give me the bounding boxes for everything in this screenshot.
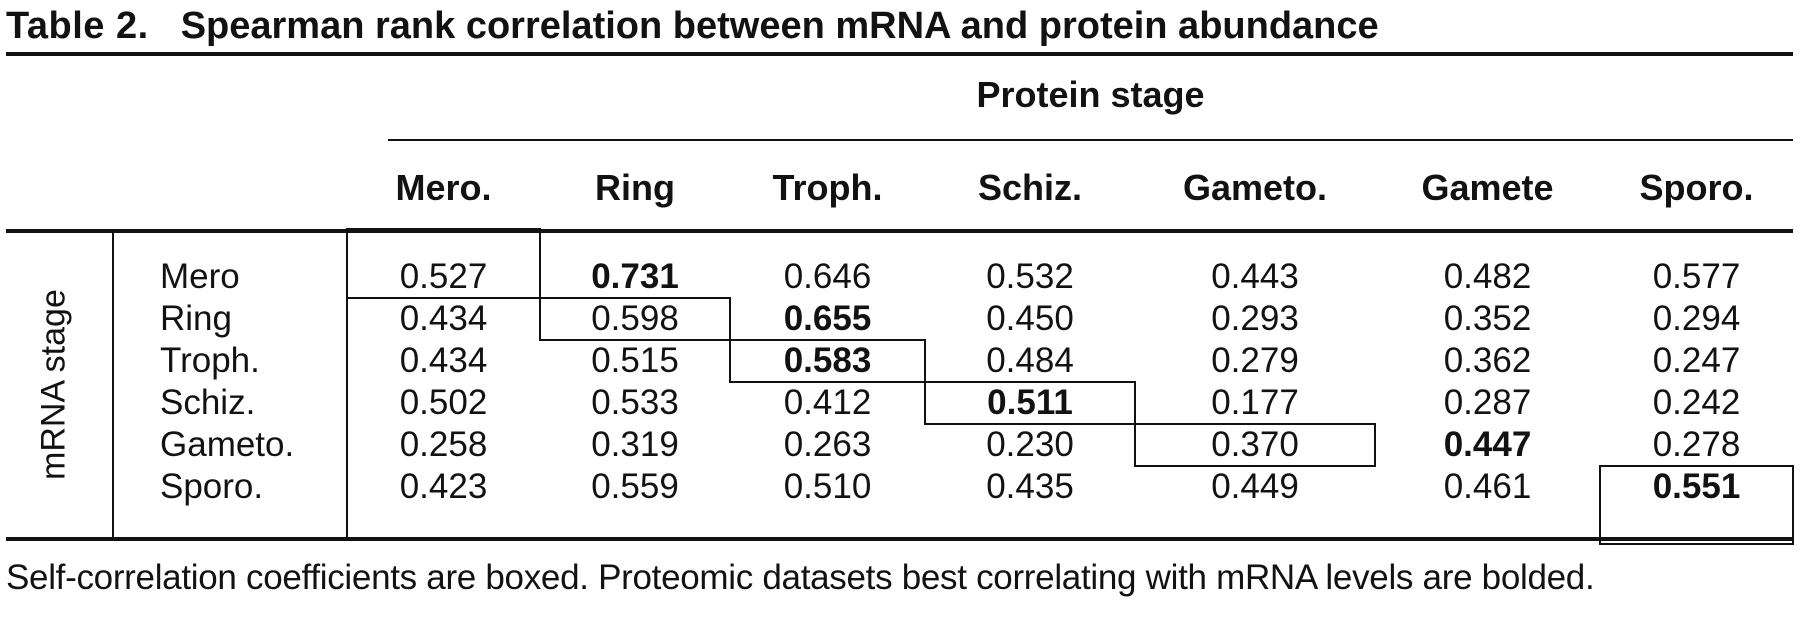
data-cell: 0.370 <box>1211 425 1299 464</box>
data-cell: 0.646 <box>783 257 872 296</box>
data-cell: 0.533 <box>591 383 679 422</box>
data-cell: 0.731 <box>591 257 679 296</box>
self-correlation-box <box>1599 465 1794 545</box>
data-cell: 0.434 <box>399 341 488 380</box>
data-cell: 0.293 <box>1211 299 1299 338</box>
column-header-gameto: Gameto. <box>1182 167 1328 208</box>
data-cell: 0.434 <box>399 299 488 338</box>
protein-stage-group-header: Protein stage <box>976 74 1205 115</box>
data-cell: 0.583 <box>783 341 872 380</box>
data-area-divider-line <box>346 229 348 541</box>
data-cell: 0.287 <box>1443 383 1532 422</box>
data-cell: 0.443 <box>1211 257 1299 296</box>
data-cell: 0.177 <box>1211 383 1299 422</box>
table-caption: Table 2. Spearman rank correlation betwee… <box>6 5 1379 48</box>
caption-rule <box>6 52 1793 56</box>
data-cell: 0.502 <box>399 383 488 422</box>
data-cell: 0.230 <box>986 425 1074 464</box>
table-title: Spearman rank correlation between mRNA a… <box>180 5 1379 47</box>
table-number: Table 2. <box>6 5 149 47</box>
data-cell: 0.577 <box>1652 257 1741 296</box>
data-cell: 0.319 <box>591 425 679 464</box>
data-cell: 0.279 <box>1211 341 1299 380</box>
column-header-troph: Troph. <box>772 167 883 208</box>
data-cell: 0.532 <box>986 257 1074 296</box>
row-label-troph: Troph. <box>160 341 260 380</box>
row-label-sporo: Sporo. <box>160 467 264 506</box>
column-header-gamete: Gamete <box>1421 167 1554 208</box>
data-cell: 0.362 <box>1443 341 1532 380</box>
data-cell: 0.258 <box>399 425 488 464</box>
data-cell: 0.263 <box>783 425 872 464</box>
mrna-stage-label: mRNA stage <box>34 289 73 481</box>
data-cell: 0.461 <box>1443 467 1532 506</box>
self-correlation-box <box>346 228 541 299</box>
data-cell: 0.515 <box>591 341 679 380</box>
row-label-ring: Ring <box>160 299 232 338</box>
data-cell: 0.655 <box>783 299 872 338</box>
data-cell: 0.412 <box>783 383 872 422</box>
data-cell: 0.278 <box>1652 425 1741 464</box>
data-cell: 0.447 <box>1443 425 1532 464</box>
self-correlation-box <box>729 339 926 383</box>
data-cell: 0.450 <box>986 299 1074 338</box>
column-header-mero: Mero. <box>395 167 492 208</box>
column-header-ring: Ring <box>595 167 675 208</box>
data-cell: 0.551 <box>1652 467 1741 506</box>
data-cell: 0.482 <box>1443 257 1532 296</box>
data-cell: 0.559 <box>591 467 679 506</box>
table-bottom-rule <box>6 537 1793 541</box>
row-label-gameto: Gameto. <box>160 425 295 464</box>
data-cell: 0.598 <box>591 299 679 338</box>
data-cell: 0.511 <box>987 383 1073 422</box>
data-cell: 0.242 <box>1652 383 1741 422</box>
row-label-divider-line <box>112 229 114 541</box>
footnote: Self-correlation coefficients are boxed.… <box>6 558 1595 597</box>
self-correlation-box <box>1134 423 1376 467</box>
row-label-schiz: Schiz. <box>160 383 256 422</box>
data-cell: 0.423 <box>399 467 488 506</box>
data-cell: 0.247 <box>1652 341 1741 380</box>
column-header-sporo: Sporo. <box>1639 167 1754 208</box>
data-cell: 0.435 <box>986 467 1074 506</box>
data-cell: 0.510 <box>783 467 872 506</box>
row-label-mero: Mero <box>160 257 240 296</box>
self-correlation-box <box>539 297 731 341</box>
data-cell: 0.294 <box>1652 299 1741 338</box>
column-header-schiz: Schiz. <box>977 167 1083 208</box>
data-cell: 0.484 <box>986 341 1074 380</box>
protein-stage-rule <box>388 139 1793 141</box>
data-cell: 0.527 <box>399 257 488 296</box>
data-cell: 0.352 <box>1443 299 1532 338</box>
data-cell: 0.449 <box>1211 467 1299 506</box>
table-top-rule <box>6 229 1793 233</box>
self-correlation-box <box>924 381 1136 425</box>
